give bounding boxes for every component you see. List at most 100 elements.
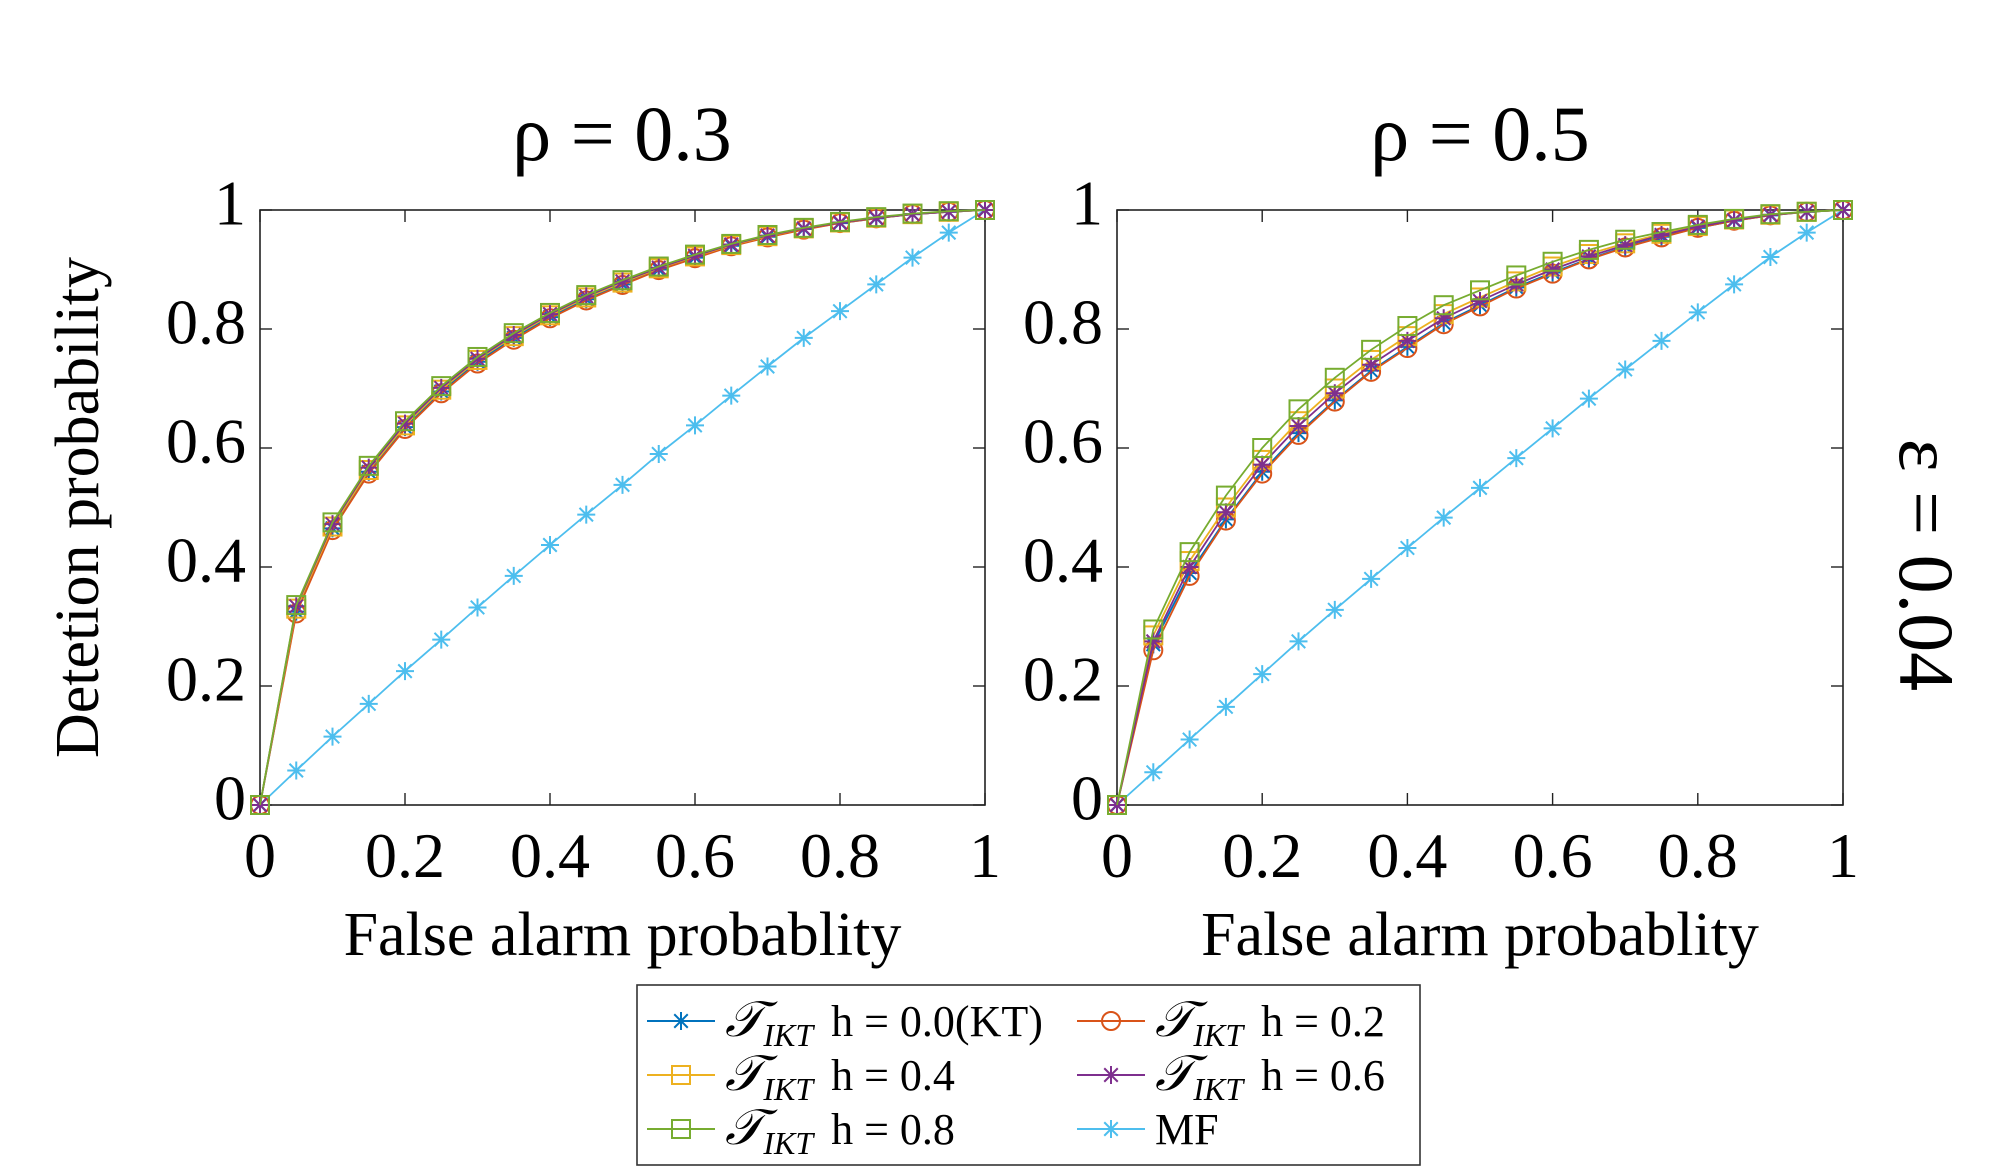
- data-point: [431, 376, 452, 397]
- data-point: [1796, 201, 1817, 222]
- data-point: [1325, 600, 1344, 619]
- data-point: [1252, 438, 1273, 458]
- data-point: [359, 694, 378, 713]
- epsilon-label: ε = 0.04: [1883, 439, 1970, 691]
- data-point: [1542, 251, 1563, 272]
- data-point: [649, 444, 668, 463]
- data-point: [1144, 632, 1163, 651]
- data-point: [867, 275, 886, 294]
- legend-entry: 𝒯IKT h = 0.2: [1077, 991, 1385, 1053]
- data-point: [975, 200, 995, 220]
- y-tick-label: 0.6: [166, 406, 246, 477]
- y-tick-label: 0: [214, 763, 246, 834]
- data-point: [1797, 223, 1816, 242]
- data-point: [250, 795, 270, 815]
- data-point: [866, 207, 887, 228]
- data-point: [685, 244, 705, 265]
- data-point: [1433, 295, 1454, 316]
- series-t-ikt-h-0-8: [1107, 200, 1853, 815]
- x-tick-label: 0.8: [800, 820, 880, 891]
- legend-label: 𝒯IKT h = 0.6: [1155, 1045, 1385, 1107]
- chart-panel-rho-0.3: ρ = 0.3 0 0.2 0.4 0.6 0.8 1 0 0.2 0.4 0.6 0.8 1 False…: [44, 90, 1001, 969]
- data-point: [1725, 275, 1744, 294]
- data-point: [1144, 763, 1163, 782]
- x-axis-label: False alarm probablity: [344, 901, 902, 969]
- data-point: [1179, 542, 1200, 563]
- legend-marker: [1101, 1011, 1121, 1031]
- data-point: [1398, 331, 1417, 350]
- y-tick-label: 0.6: [1023, 406, 1103, 477]
- data-point: [1216, 503, 1235, 522]
- series-mf: [1108, 201, 1852, 814]
- data-point: [1288, 399, 1309, 420]
- y-tick-label: 0.4: [166, 525, 246, 596]
- data-point: [577, 287, 596, 306]
- chart-title: ρ = 0.3: [512, 90, 731, 177]
- data-point: [396, 414, 414, 433]
- legend-entry: 𝒯IKT h = 0.6: [1077, 1045, 1385, 1107]
- series-line: [259, 209, 986, 806]
- data-point: [1180, 730, 1199, 749]
- data-point: [323, 727, 342, 746]
- data-point: [1687, 214, 1708, 235]
- data-point: [902, 203, 923, 224]
- data-point: [1216, 697, 1235, 716]
- data-point: [686, 246, 704, 265]
- data-point: [1616, 360, 1635, 379]
- data-point: [686, 416, 704, 435]
- data-point: [1724, 208, 1745, 229]
- series-mf: [251, 201, 994, 814]
- y-tick-label: 0.8: [1023, 287, 1103, 358]
- data-point: [939, 223, 958, 242]
- data-point: [1289, 416, 1308, 435]
- data-point: [396, 662, 414, 681]
- data-point: [1434, 309, 1453, 328]
- legend-marker: [671, 1119, 691, 1139]
- legend-marker: [1102, 1120, 1120, 1138]
- y-tick-label: 1: [214, 168, 246, 239]
- data-point: [1107, 795, 1127, 815]
- legend-entry: 𝒯IKT h = 0.0(KT): [647, 991, 1043, 1053]
- legend-entry: 𝒯IKT h = 0.4: [647, 1045, 955, 1107]
- data-point: [1325, 384, 1344, 403]
- x-tick-label: 0.6: [655, 820, 735, 891]
- data-point: [540, 302, 560, 323]
- legend-label: 𝒯IKT h = 0.0(KT): [725, 991, 1043, 1053]
- legend-box: [636, 984, 1421, 1166]
- data-point: [793, 217, 814, 238]
- data-point: [1543, 260, 1562, 279]
- data-point: [541, 305, 559, 324]
- data-point: [432, 630, 451, 649]
- data-point: [1361, 339, 1382, 360]
- data-point: [938, 201, 959, 222]
- y-tick-label: 1: [1071, 168, 1103, 239]
- legend-label: 𝒯IKT h = 0.4: [725, 1045, 955, 1107]
- legend-label: MF: [1155, 1105, 1219, 1154]
- data-point: [504, 325, 523, 344]
- data-point: [1579, 389, 1598, 408]
- data-point: [1324, 367, 1345, 388]
- data-point: [1434, 508, 1453, 527]
- legend: 𝒯IKT h = 0.0(KT) 𝒯IKT h = 0.2 𝒯IKT h = 0.4 𝒯IK…: [636, 984, 1421, 1166]
- data-point: [1362, 569, 1381, 588]
- data-point: [613, 272, 632, 291]
- data-point: [576, 285, 597, 306]
- y-tick-label: 0.2: [1023, 644, 1103, 715]
- series-t-ikt-h-0-8: [250, 200, 995, 815]
- data-point: [1578, 239, 1599, 260]
- x-axis-label: False alarm probablity: [1201, 901, 1759, 969]
- data-point: [1397, 316, 1418, 337]
- series-line: [1116, 209, 1844, 806]
- x-tick-label: 0.6: [1513, 820, 1593, 891]
- data-point: [1651, 222, 1672, 243]
- data-point: [1543, 419, 1562, 438]
- data-point: [1652, 331, 1671, 350]
- data-point: [1652, 225, 1671, 244]
- data-point: [1471, 478, 1489, 497]
- data-point: [503, 323, 524, 344]
- x-tick-label: 0.4: [510, 820, 590, 891]
- legend-entry: MF: [1077, 1105, 1219, 1154]
- data-point: [1215, 485, 1236, 506]
- x-tick-label: 0.8: [1658, 820, 1738, 891]
